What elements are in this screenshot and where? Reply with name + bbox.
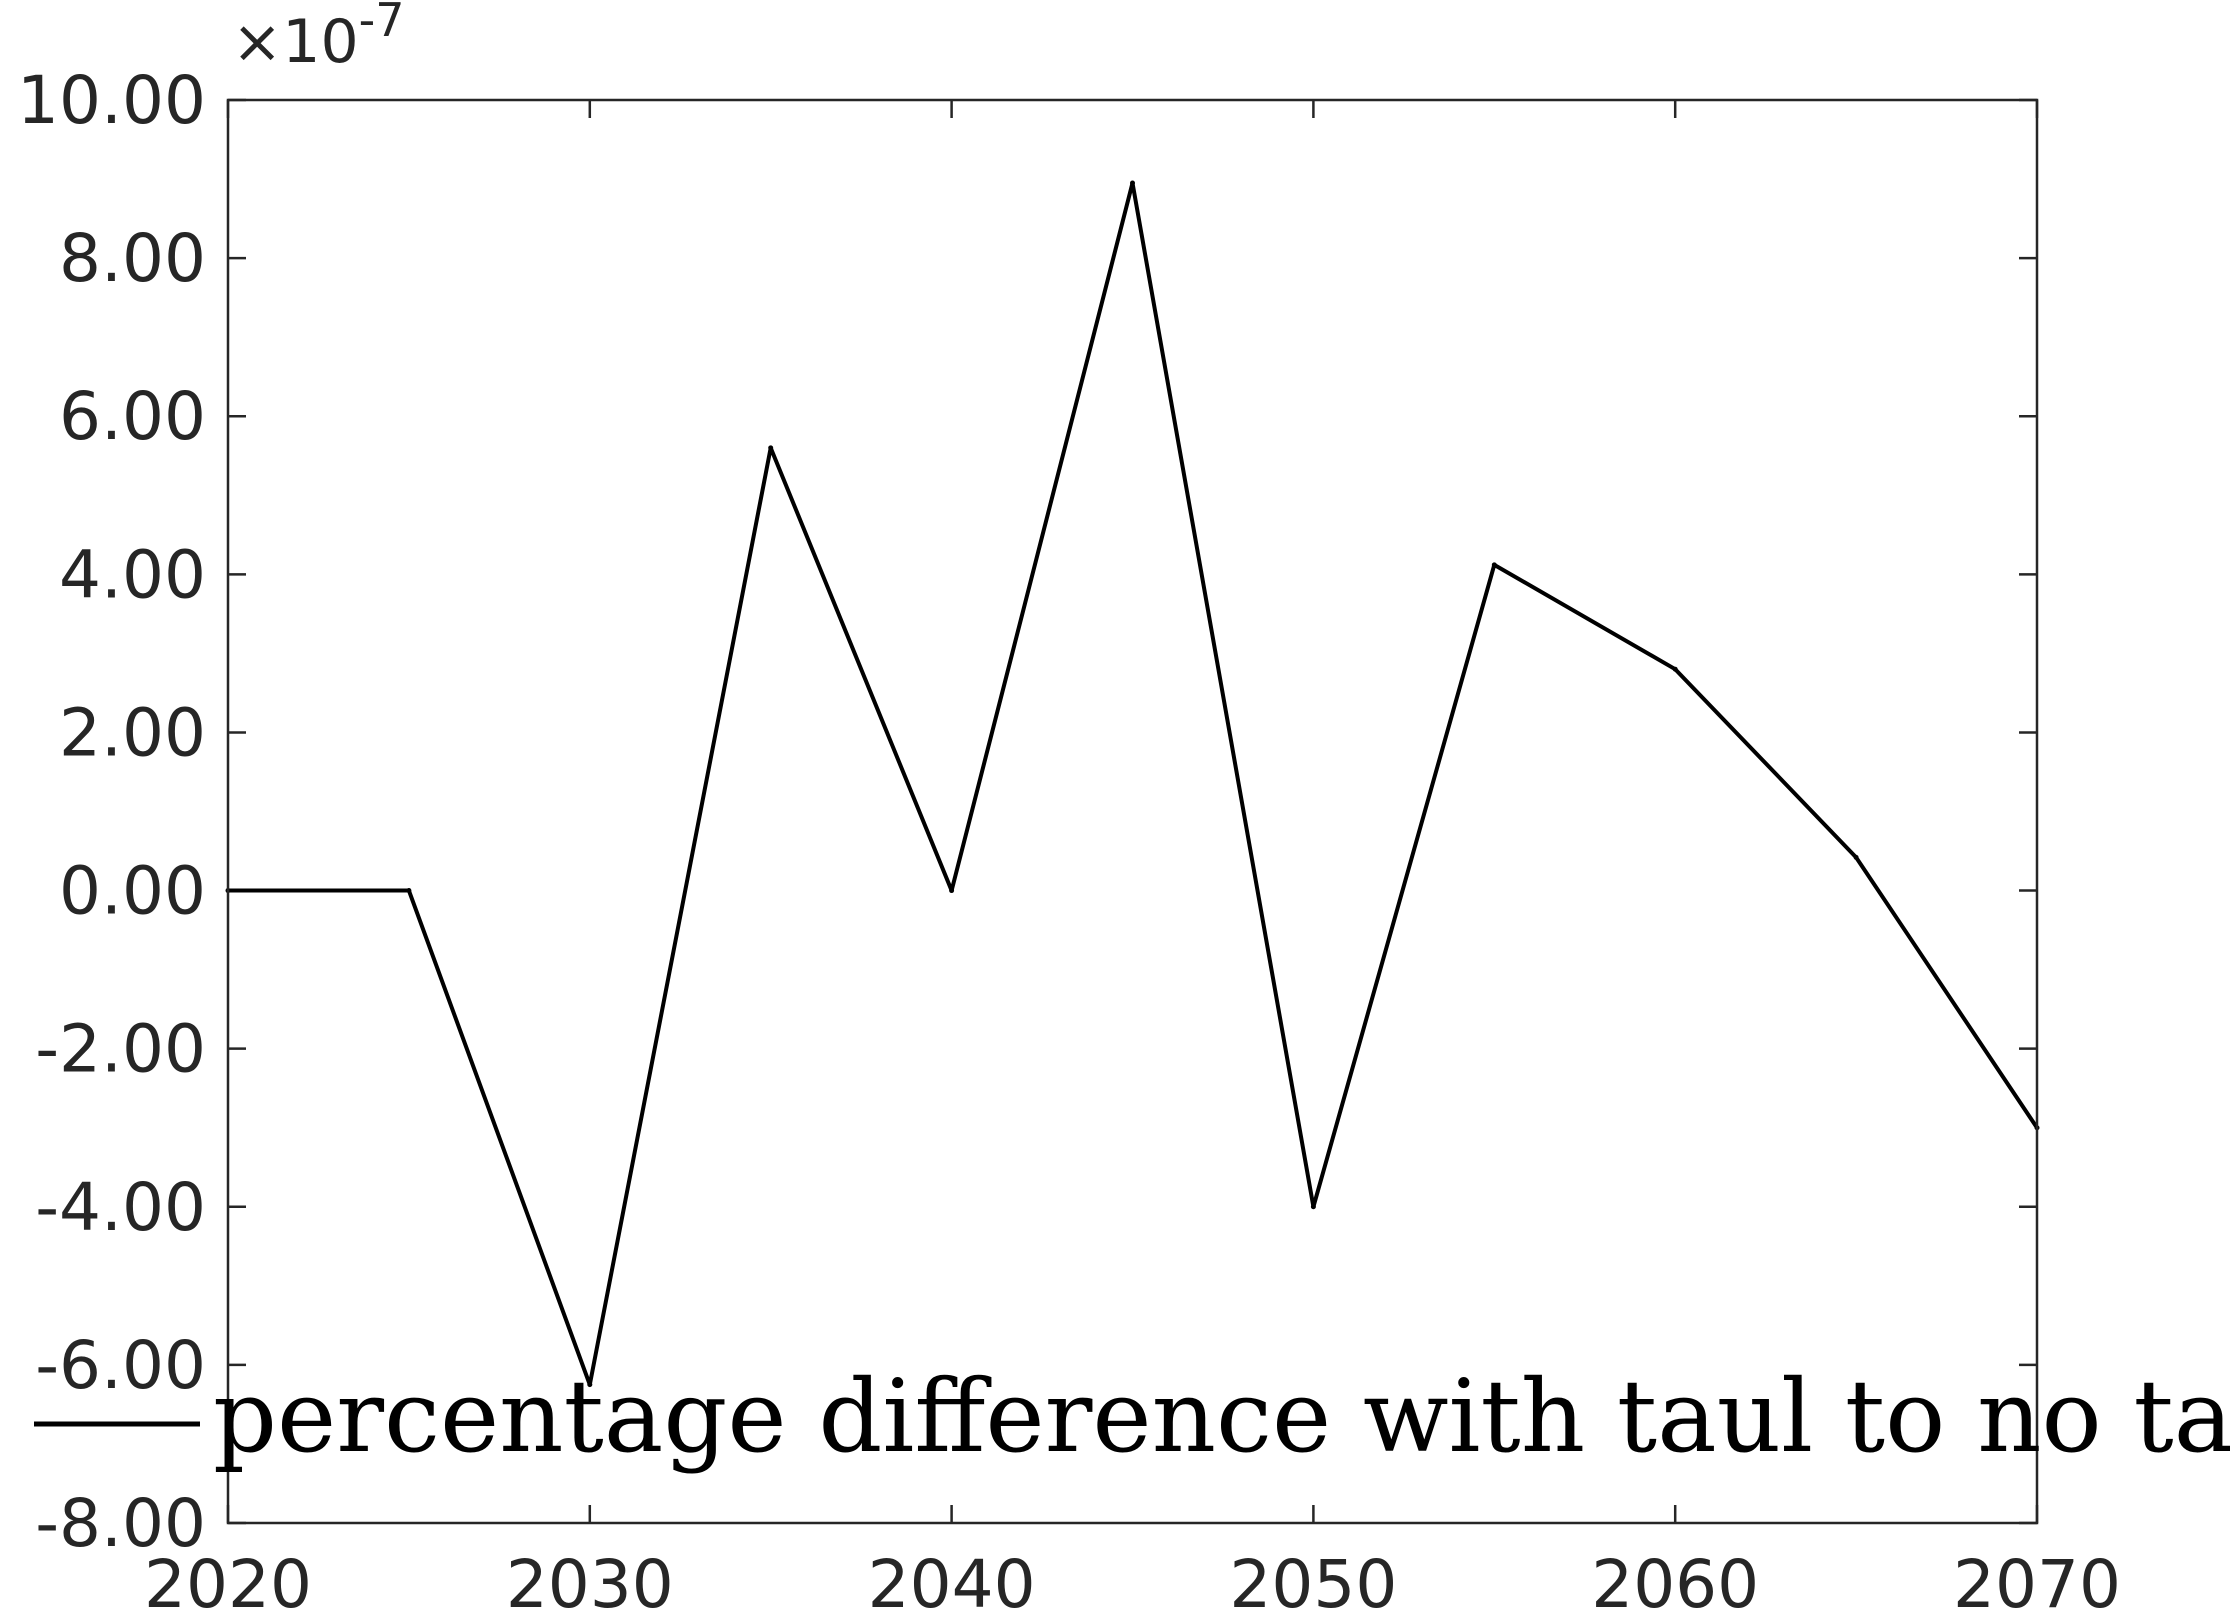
y-tick-label: 4.00	[59, 536, 206, 613]
data-point	[406, 888, 412, 894]
y-tick-label: 6.00	[59, 378, 206, 455]
data-point	[1672, 666, 1678, 672]
y-tick-label: -8.00	[35, 1485, 206, 1562]
legend-label: percentage difference with taul to no ta…	[213, 1358, 2230, 1475]
y-scale-base: ×10	[232, 7, 359, 77]
y-tick-label: -2.00	[35, 1011, 206, 1088]
data-point	[1310, 1204, 1316, 1210]
data-point	[949, 888, 955, 894]
data-point	[1130, 180, 1135, 186]
y-tick-labels: -8.00 -6.00 -4.00 -2.00 0.00 2.00 4.00 6.00 8.00…	[17, 62, 206, 1562]
y-tick-label: 8.00	[59, 220, 206, 297]
y-tick-label: 0.00	[59, 853, 206, 930]
data-point	[1491, 562, 1497, 568]
data-point	[768, 445, 774, 451]
x-tick-label: 2050	[1229, 1546, 1397, 1622]
legend: percentage difference with taul to no ta…	[34, 1358, 2230, 1475]
y-tick-label: 10.00	[17, 62, 206, 139]
y-tick-label: 2.00	[59, 694, 206, 771]
y-tick-label: -6.00	[35, 1327, 206, 1404]
x-tick-label: 2020	[144, 1546, 312, 1622]
x-tick-label: 2070	[1953, 1546, 2121, 1622]
y-tick-label: -4.00	[35, 1169, 206, 1246]
y-scale-exponent: -7	[359, 0, 405, 47]
data-point	[587, 1382, 593, 1388]
plot-frame	[226, 98, 2039, 1525]
x-tick-label: 2040	[868, 1546, 1036, 1622]
data-point	[1853, 854, 1859, 860]
x-tick-label: 2030	[506, 1546, 674, 1622]
y-scale-exponent-label: ×10-7	[232, 0, 405, 77]
x-tick-label: 2060	[1591, 1546, 1759, 1622]
x-tick-labels: 2020 2030 2040 2050 2060 2070	[144, 1546, 2121, 1622]
